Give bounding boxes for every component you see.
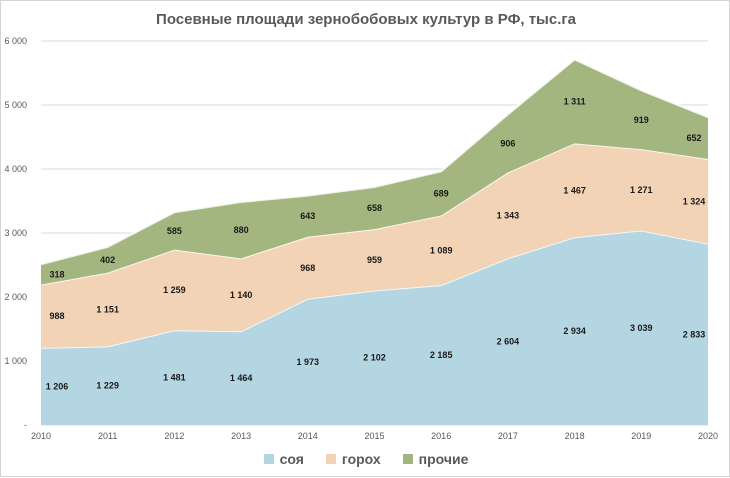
x-tick-label: 2017 <box>498 431 518 441</box>
y-tick-label: 4 000 <box>4 164 27 174</box>
data-label: 1 324 <box>683 196 706 206</box>
data-label: 1 229 <box>96 381 119 391</box>
legend-label-soy: соя <box>279 451 304 467</box>
x-tick-label: 2018 <box>565 431 585 441</box>
x-tick-label: 2013 <box>231 431 251 441</box>
legend-item-other: прочие <box>402 451 469 467</box>
x-tick-label: 2011 <box>98 431 117 441</box>
data-label: 1 311 <box>564 96 586 106</box>
data-label: 919 <box>634 115 649 125</box>
data-label: 880 <box>234 225 249 235</box>
data-label: 2 934 <box>563 326 586 336</box>
y-tick-label: 5 000 <box>4 100 27 110</box>
data-label: 585 <box>167 226 182 236</box>
chart-legend: соя горох прочие <box>1 451 730 467</box>
area-series-1 <box>41 230 708 425</box>
x-tick-label: 2019 <box>631 431 651 441</box>
x-tick-label: 2015 <box>364 431 384 441</box>
data-label: 1 467 <box>563 185 586 195</box>
x-tick-label: 2010 <box>31 431 51 441</box>
data-label: 968 <box>300 263 315 273</box>
data-label: 658 <box>367 203 382 213</box>
data-label: 1 271 <box>630 185 653 195</box>
x-tick-label: 2012 <box>164 431 184 441</box>
data-label: 959 <box>367 255 382 265</box>
data-label: 1 140 <box>230 290 253 300</box>
x-tick-label: 2014 <box>298 431 318 441</box>
data-label: 1 151 <box>96 305 119 315</box>
y-tick-label: 3 000 <box>4 228 27 238</box>
legend-swatch-peas <box>325 454 336 464</box>
data-label: 689 <box>434 188 449 198</box>
series-top-line-3 <box>40 58 709 266</box>
area-series-3 <box>41 59 708 285</box>
data-label: 1 343 <box>497 210 520 220</box>
data-label: 652 <box>686 133 701 143</box>
y-tick-label: 2 000 <box>4 292 27 302</box>
data-label: 402 <box>100 255 115 265</box>
legend-item-soy: соя <box>263 451 304 467</box>
data-label: 1 206 <box>46 381 69 391</box>
data-label: 1 089 <box>430 245 453 255</box>
legend-label-other: прочие <box>418 451 469 467</box>
y-tick-label: 1 000 <box>4 356 27 366</box>
x-tick-label: 2020 <box>698 431 718 441</box>
data-label: 2 185 <box>430 350 453 360</box>
legend-swatch-soy <box>263 454 274 464</box>
y-tick-label: - <box>24 420 27 430</box>
data-label: 906 <box>500 138 515 148</box>
x-tick-label: 2016 <box>431 431 451 441</box>
data-label: 1 464 <box>230 373 253 383</box>
data-label: 318 <box>49 269 64 279</box>
area-series-2 <box>41 143 708 348</box>
chart-title: Посевные площади зернобобовых культур в … <box>156 11 576 28</box>
data-label: 2 102 <box>363 353 386 363</box>
legend-label-peas: горох <box>341 451 381 467</box>
data-label: 1 481 <box>163 373 186 383</box>
data-label: 988 <box>49 311 64 321</box>
data-label: 2 604 <box>497 337 520 347</box>
legend-item-peas: горох <box>325 451 381 467</box>
data-label: 2 833 <box>683 329 706 339</box>
y-tick-label: 6 000 <box>4 36 27 46</box>
data-label: 1 259 <box>163 285 186 295</box>
legend-swatch-other <box>402 454 413 464</box>
data-label: 643 <box>300 211 315 221</box>
data-label: 3 039 <box>630 323 653 333</box>
data-label: 1 973 <box>297 357 320 367</box>
